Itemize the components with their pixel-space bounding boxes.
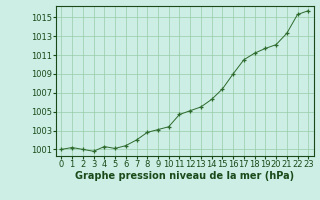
X-axis label: Graphe pression niveau de la mer (hPa): Graphe pression niveau de la mer (hPa) [75,171,294,181]
